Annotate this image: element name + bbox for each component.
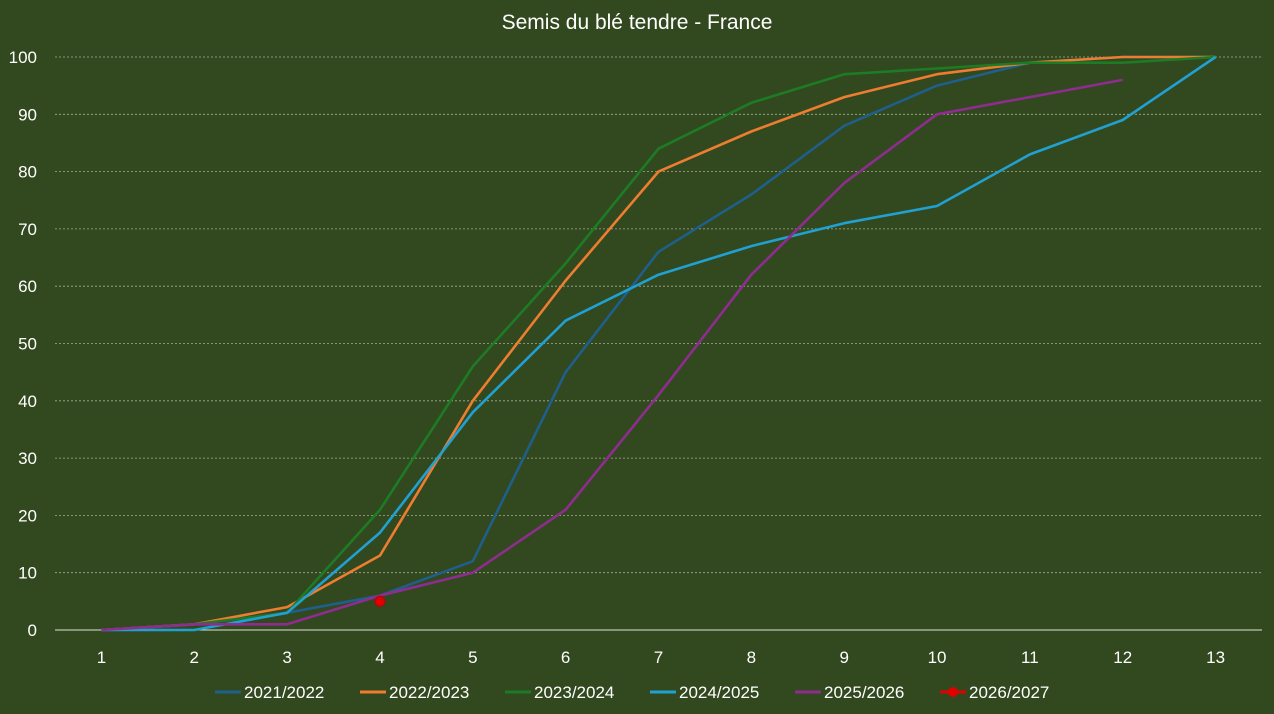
gridlines: [55, 56, 1262, 574]
legend-item: 2024/2025: [650, 683, 759, 702]
x-tick-label: 6: [561, 648, 570, 667]
x-tick-label: 4: [375, 648, 384, 667]
y-tick-label: 40: [18, 392, 37, 411]
legend-label: 2021/2022: [244, 683, 324, 702]
y-tick-label: 20: [18, 506, 37, 525]
x-tick-label: 8: [747, 648, 756, 667]
y-tick-label: 10: [18, 564, 37, 583]
x-tick-label: 9: [839, 648, 848, 667]
legend-label: 2022/2023: [389, 683, 469, 702]
legend-label: 2026/2027: [969, 683, 1049, 702]
series-2025-2026: [101, 78, 1123, 632]
series-2024-2025: [101, 55, 1217, 632]
data-point-marker: [374, 595, 386, 608]
x-tick-label: 5: [468, 648, 477, 667]
x-tick-label: 7: [654, 648, 663, 667]
legend-label: 2024/2025: [679, 683, 759, 702]
series-line: [101, 55, 1217, 632]
x-tick-label: 3: [282, 648, 291, 667]
y-tick-label: 90: [18, 105, 37, 124]
chart-title: Semis du blé tendre - France: [502, 11, 773, 34]
y-tick-label: 30: [18, 449, 37, 468]
y-tick-label: 100: [9, 48, 37, 67]
y-tick-label: 70: [18, 220, 37, 239]
y-tick-label: 60: [18, 277, 37, 296]
x-tick-label: 1: [97, 648, 106, 667]
x-tick-label: 11: [1021, 648, 1039, 667]
legend-item: 2023/2024: [505, 683, 614, 702]
legend-item: 2022/2023: [360, 683, 469, 702]
legend-marker: [948, 687, 958, 697]
x-tick-label: 10: [928, 648, 947, 667]
series-line: [101, 78, 1123, 632]
legend-item: 2026/2027: [940, 683, 1049, 702]
legend-item: 2021/2022: [215, 683, 324, 702]
legend-label: 2023/2024: [534, 683, 614, 702]
legend-item: 2025/2026: [795, 683, 904, 702]
legend-label: 2025/2026: [824, 683, 904, 702]
series-2026-2027: [374, 595, 386, 608]
y-tick-label: 50: [18, 335, 37, 354]
x-tick-label: 2: [190, 648, 199, 667]
x-tick-label: 13: [1206, 648, 1225, 667]
y-tick-label: 0: [28, 621, 37, 640]
x-tick-label: 12: [1113, 648, 1132, 667]
legend: 2021/2022 2022/2023 2023/2024 2024/2025 2025…: [215, 683, 1049, 702]
series-lines: [101, 55, 1217, 632]
y-tick-label: 80: [18, 163, 37, 182]
